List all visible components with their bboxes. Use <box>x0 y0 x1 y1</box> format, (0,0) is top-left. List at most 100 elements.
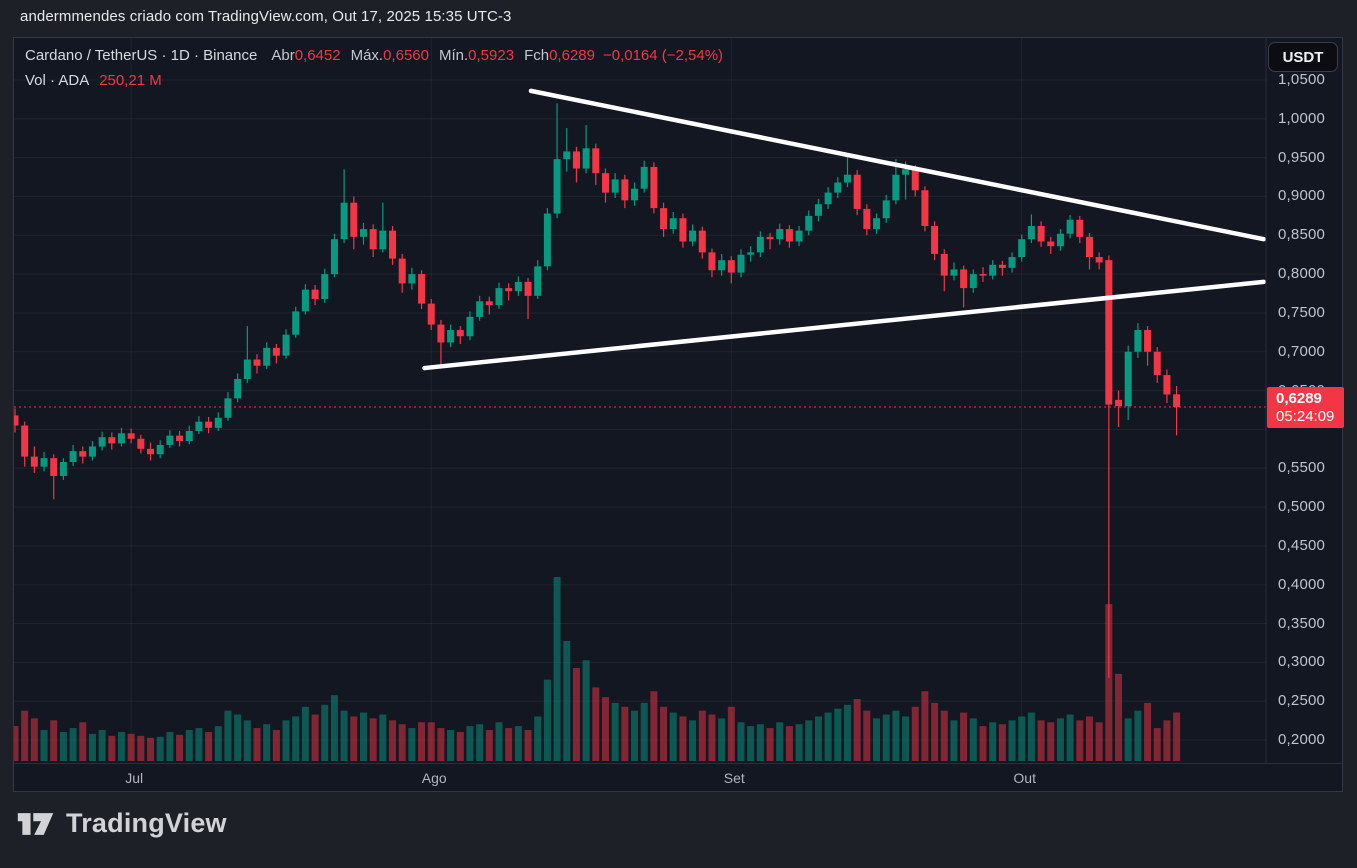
volume-bar <box>340 710 348 761</box>
volume-bar <box>243 720 251 761</box>
candle-body <box>902 169 910 175</box>
candle-body <box>359 229 367 237</box>
candle-body <box>321 274 329 299</box>
candle-body <box>679 218 687 242</box>
candle-body <box>669 218 677 230</box>
price-tick-label: 0,8500 <box>1278 226 1326 244</box>
candle-body <box>1163 375 1171 395</box>
symbol-title[interactable]: Cardano / TetherUS · 1D · Binance <box>25 47 258 64</box>
candle-body <box>824 192 832 205</box>
volume-bar <box>843 704 851 761</box>
candle-body <box>379 230 387 250</box>
candle-body <box>969 274 977 289</box>
candle-body <box>737 254 745 273</box>
low-label: Mín. <box>438 47 469 64</box>
volume-bar <box>166 731 174 761</box>
volume-bar <box>79 722 87 761</box>
candle-body <box>437 324 445 343</box>
time-tick-label: Out <box>1013 770 1036 786</box>
candle-body <box>1066 219 1074 234</box>
candle-body <box>389 230 397 259</box>
candle-body <box>30 456 38 467</box>
volume-bar <box>98 730 106 761</box>
volume-bar <box>292 716 300 761</box>
candle-body <box>843 174 851 183</box>
volume-bar <box>969 718 977 761</box>
candle-body <box>1027 225 1035 240</box>
candle-body <box>14 415 19 426</box>
volume-bar <box>234 714 242 761</box>
price-tick-label: 0,9000 <box>1278 187 1326 205</box>
volume-bar <box>205 731 213 761</box>
candle-body <box>989 264 997 276</box>
price-tick-label: 0,7500 <box>1278 303 1326 321</box>
candle-body <box>137 438 145 449</box>
volume-bar <box>1144 702 1152 761</box>
candle-body <box>330 239 338 275</box>
volume-bar <box>640 702 648 761</box>
candle-body <box>1076 219 1084 237</box>
time-scale[interactable]: Jul Ago Set Out <box>14 763 1344 792</box>
candle-body <box>243 359 251 379</box>
volume-bar <box>708 714 716 761</box>
volume-bar <box>631 710 639 761</box>
price-tick-label: 0,8000 <box>1278 265 1326 283</box>
candle-body <box>117 433 125 444</box>
candle-body <box>853 174 861 209</box>
volume-bar <box>718 718 726 761</box>
currency-toggle-button[interactable]: USDT <box>1268 42 1338 72</box>
volume-bar <box>272 730 280 761</box>
candle-body <box>408 274 416 284</box>
volume-bar <box>950 720 958 761</box>
volume-bar <box>495 722 503 761</box>
tradingview-branding[interactable]: TradingView <box>16 808 227 839</box>
candle-body <box>282 334 290 356</box>
candle-body <box>543 213 551 267</box>
price-tick-label: 0,5500 <box>1278 459 1326 477</box>
price-tick-label: 0,3000 <box>1278 653 1326 671</box>
volume-bar <box>127 733 135 761</box>
candle-body <box>418 274 426 304</box>
high-label: Máx. <box>350 47 384 64</box>
volume-bar <box>1095 722 1103 761</box>
volume-bar <box>998 724 1006 761</box>
candle-body <box>195 421 203 431</box>
trendline-descending-resistance[interactable] <box>528 88 1266 242</box>
candle-body <box>998 264 1006 268</box>
volume-bar <box>698 710 706 761</box>
symbol-legend: Cardano / TetherUS · 1D · Binance Abr0,64… <box>25 43 723 68</box>
volume-bar <box>979 726 987 761</box>
candle-body <box>863 208 871 230</box>
volume-bar <box>737 722 745 761</box>
price-tick-label: 0,7000 <box>1278 342 1326 360</box>
volume-bar <box>1163 720 1171 761</box>
open-label: Abr <box>271 47 295 64</box>
volume-bar <box>989 722 997 761</box>
candle-body <box>814 204 822 216</box>
candle-body <box>785 229 793 242</box>
volume-bar <box>1115 673 1123 761</box>
candle-body <box>698 230 706 253</box>
volume-bar <box>514 726 522 761</box>
volume-bar <box>408 728 416 761</box>
volume-bar <box>50 720 58 761</box>
candle-body <box>108 437 116 444</box>
trendline-ascending-support[interactable] <box>422 279 1266 371</box>
volume-bar <box>795 724 803 761</box>
volume-bar <box>69 728 77 761</box>
volume-bar <box>330 695 338 761</box>
price-scale[interactable]: 1,0500 1,0000 0,9500 0,9000 0,8500 0,8000 0,75… <box>1266 38 1344 763</box>
tradingview-logo-text: TradingView <box>66 808 227 838</box>
candle-body <box>350 202 358 237</box>
volume-bar <box>863 710 871 761</box>
candle-body <box>456 330 464 337</box>
price-tick-label: 1,0000 <box>1278 109 1326 127</box>
volume-bar <box>543 679 551 761</box>
price-tick-label: 1,0500 <box>1278 71 1326 88</box>
volume-bar <box>1173 712 1181 761</box>
candle-body <box>1037 225 1045 242</box>
low-value: 0,5923 <box>468 47 515 64</box>
candlestick-chart[interactable] <box>14 38 1342 791</box>
volume-bar <box>601 697 609 761</box>
